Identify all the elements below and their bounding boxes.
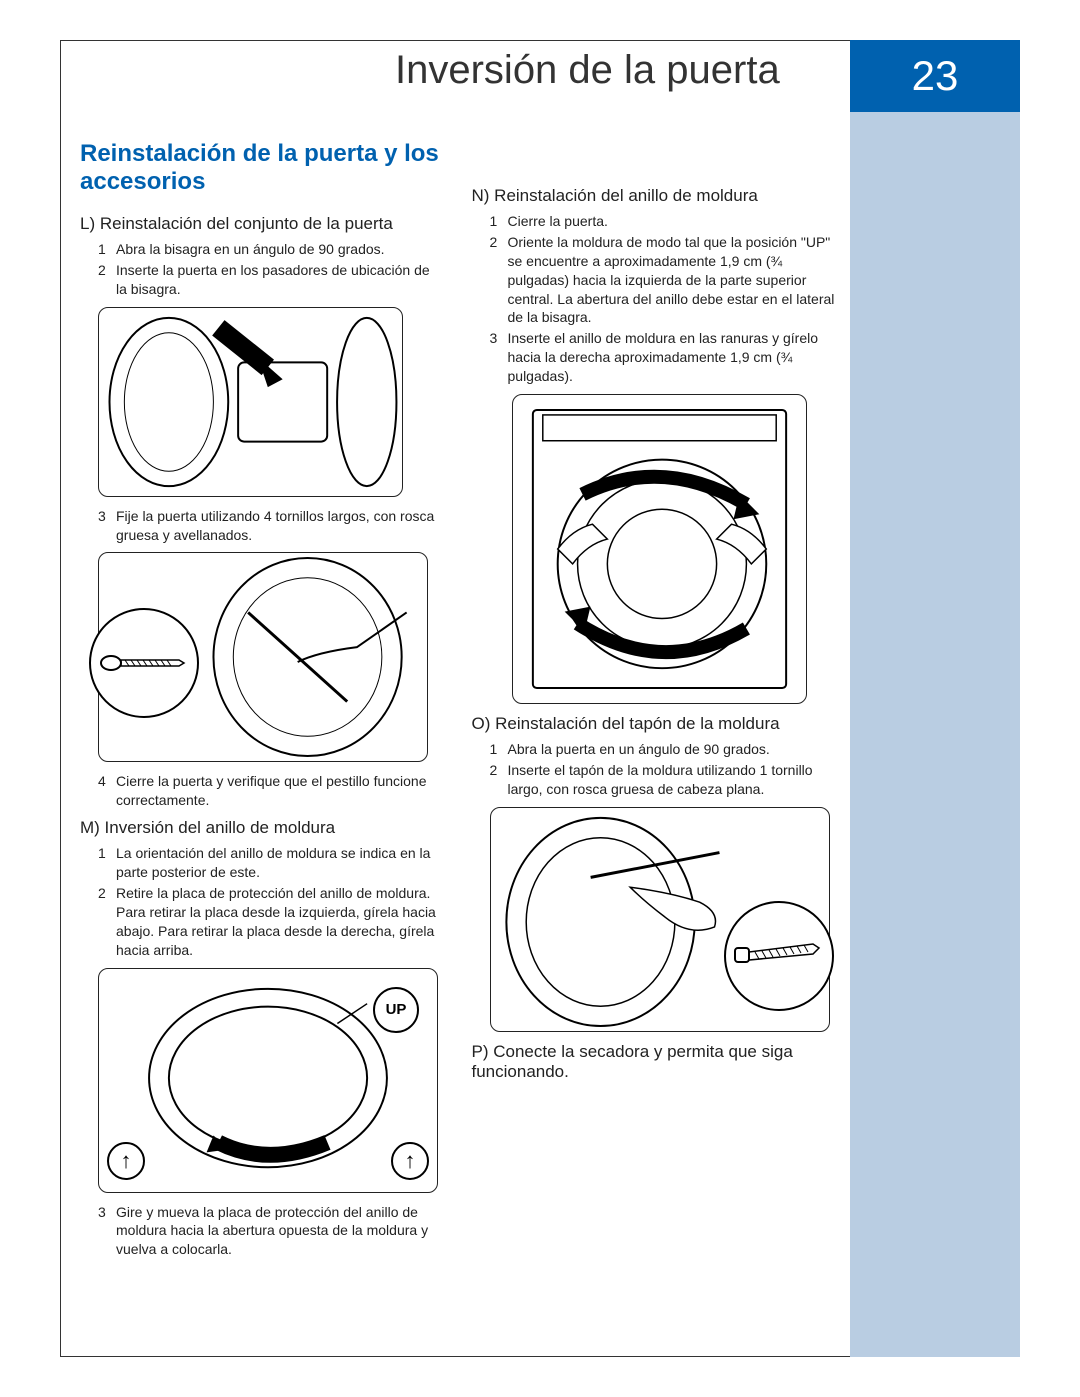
step-num: 3 xyxy=(98,1203,116,1260)
steps-m-b: 3Gire y mueva la placa de protección del… xyxy=(98,1203,444,1260)
step-text: Inserte el tapón de la moldura utilizand… xyxy=(508,761,836,799)
step-text: Abra la bisagra en un ángulo de 90 grado… xyxy=(116,240,385,259)
up-badge: UP xyxy=(373,987,419,1033)
steps-m-a: 1La orientación del anillo de moldura se… xyxy=(98,844,444,959)
subheading-o: O) Reinstalación del tapón de la moldura xyxy=(472,714,836,734)
figure-l1 xyxy=(98,307,403,497)
washer-front-diagram-icon xyxy=(513,395,806,703)
step-text: Inserte el anillo de moldura en las ranu… xyxy=(508,329,836,386)
steps-l-b: 3Fije la puerta utilizando 4 tornillos l… xyxy=(98,507,444,545)
figure-m: UP ↑ ↑ xyxy=(98,968,438,1193)
right-column: N) Reinstalación del anillo de moldura 1… xyxy=(472,140,836,1267)
step-num: 1 xyxy=(490,212,508,231)
figure-o xyxy=(490,807,830,1032)
step-text: Inserte la puerta en los pasadores de ub… xyxy=(116,261,444,299)
hinge-diagram-icon xyxy=(99,308,402,496)
step-num: 3 xyxy=(98,507,116,545)
step-text: Oriente la moldura de modo tal que la po… xyxy=(508,233,836,327)
page-number: 23 xyxy=(850,40,1020,112)
arrow-up-icon: ↑ xyxy=(107,1142,145,1180)
steps-n: 1Cierre la puerta. 2Oriente la moldura d… xyxy=(490,212,836,386)
steps-l-a: 1Abra la bisagra en un ángulo de 90 grad… xyxy=(98,240,444,299)
section-p-text: P) Conecte la secadora y permita que sig… xyxy=(472,1042,836,1082)
figure-n xyxy=(512,394,807,704)
steps-l-c: 4Cierre la puerta y verifique que el pes… xyxy=(98,772,444,810)
step-text: Cierre la puerta. xyxy=(508,212,608,231)
subheading-m: M) Inversión del anillo de moldura xyxy=(80,818,444,838)
screw-inset-icon xyxy=(724,901,834,1011)
step-num: 1 xyxy=(490,740,508,759)
step-text: Fije la puerta utilizando 4 tornillos la… xyxy=(116,507,444,545)
step-text: Gire y mueva la placa de protección del … xyxy=(116,1203,444,1260)
subheading-l: L) Reinstalación del conjunto de la puer… xyxy=(80,214,444,234)
steps-o: 1Abra la puerta en un ángulo de 90 grado… xyxy=(490,740,836,799)
step-text: Abra la puerta en un ángulo de 90 grados… xyxy=(508,740,770,759)
subheading-n: N) Reinstalación del anillo de moldura xyxy=(472,186,836,206)
step-num: 2 xyxy=(98,261,116,299)
step-num: 4 xyxy=(98,772,116,810)
step-num: 3 xyxy=(490,329,508,386)
arrow-up-icon: ↑ xyxy=(391,1142,429,1180)
step-num: 2 xyxy=(490,233,508,327)
step-num: 2 xyxy=(98,884,116,960)
page-title: Inversión de la puerta xyxy=(395,48,780,93)
section-heading: Reinstalación de la puerta y los accesor… xyxy=(80,140,444,196)
figure-l2 xyxy=(98,552,428,762)
step-text: Retire la placa de protección del anillo… xyxy=(116,884,444,960)
sidebar-strip xyxy=(850,40,1020,1357)
step-num: 1 xyxy=(98,240,116,259)
screw-inset-icon xyxy=(89,608,199,718)
step-text: La orientación del anillo de moldura se … xyxy=(116,844,444,882)
content-area: Reinstalación de la puerta y los accesor… xyxy=(80,140,835,1267)
step-text: Cierre la puerta y verifique que el pest… xyxy=(116,772,444,810)
step-num: 2 xyxy=(490,761,508,799)
step-num: 1 xyxy=(98,844,116,882)
left-column: Reinstalación de la puerta y los accesor… xyxy=(80,140,444,1267)
